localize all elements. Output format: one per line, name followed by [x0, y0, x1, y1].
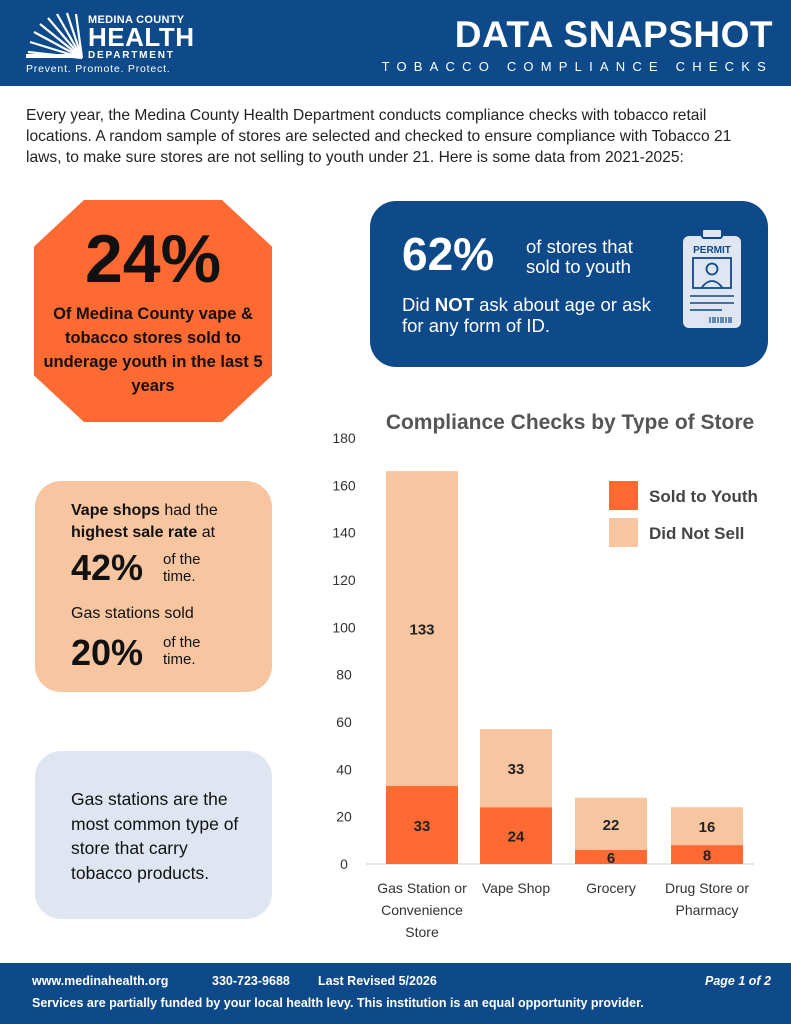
page-title: DATA SNAPSHOT	[454, 14, 773, 55]
logo-county-text: MEDINA COUNTY	[88, 14, 185, 26]
x-category-label: Grocery	[586, 880, 636, 896]
bar-sold-to-youth	[575, 849, 647, 864]
y-tick-label: 100	[332, 619, 356, 635]
bar-did-not-sell	[386, 471, 458, 786]
footer-funding-notice: Services are partially funded by your lo…	[32, 996, 644, 1010]
gas-sale-rate-suffix: of the time.	[163, 634, 201, 668]
bar-data-label: 6	[607, 850, 615, 867]
bar-data-label: 22	[603, 817, 620, 834]
sale-rate-bold-a: Vape shops	[71, 502, 160, 519]
y-tick-label: 160	[332, 477, 356, 493]
bar-did-not-sell	[575, 797, 647, 850]
bar-did-not-sell	[480, 729, 552, 808]
health-department-logo: MEDINA COUNTY HEALTH DEPARTMENT Prevent.…	[26, 12, 206, 76]
page-footer: www.medinahealth.org 330-723-9688 Last R…	[0, 963, 791, 1024]
bar-data-label: 16	[699, 819, 716, 836]
x-category-label: Store	[405, 924, 439, 940]
x-category-label: Convenience	[381, 902, 463, 918]
y-tick-label: 40	[336, 761, 352, 777]
bar-data-label: 33	[508, 761, 525, 778]
stat-octagon-text: Of Medina County vape & tobacco stores s…	[34, 302, 272, 398]
vape-sale-rate-value: 42%	[71, 547, 144, 588]
gas-stations-fact: Gas stations are the most common type of…	[71, 789, 239, 883]
page-header: MEDINA COUNTY HEALTH DEPARTMENT Prevent.…	[0, 0, 791, 86]
stat-octagon-value: 24%	[84, 221, 222, 297]
sale-rate-bold-b: highest sale rate	[71, 524, 198, 541]
bar-data-label: 33	[414, 818, 431, 835]
bar-did-not-sell	[671, 807, 743, 846]
x-category-label: Gas Station or	[377, 880, 467, 896]
sale-rate-intro: Vape shops had the highest sale rate at	[71, 500, 261, 544]
y-tick-label: 60	[336, 714, 352, 730]
gas-sale-rate-value: 20%	[71, 632, 144, 673]
bar-sold-to-youth	[480, 807, 552, 864]
compliance-checks-chart: Compliance Checks by Type of Store 0 20 40 6…	[332, 411, 758, 940]
bar-data-label: 8	[703, 848, 711, 865]
legend-swatch	[609, 481, 638, 510]
y-tick-label: 140	[332, 525, 356, 541]
bar-sold-to-youth	[386, 785, 458, 864]
x-category-label: Vape Shop	[482, 880, 550, 896]
stat-no-id-post: ask about age or ask for any form of ID.	[402, 294, 651, 336]
stat-card-no-id: 62% of stores that sold to youth Did NOT…	[370, 201, 768, 367]
stat-no-id-pre: Did	[402, 294, 435, 315]
stat-no-id-side-text: of stores that sold to youth	[526, 236, 633, 277]
logo-tagline: Prevent. Promote. Protect.	[26, 63, 171, 75]
stat-octagon: 24% Of Medina County vape & tobacco stor…	[34, 200, 272, 422]
permit-card-icon: PERMIT	[681, 229, 743, 330]
stat-octagon-description: Of Medina County vape & tobacco stores s…	[43, 305, 263, 395]
legend-label: Sold to Youth	[649, 487, 758, 506]
footer-website[interactable]: www.medinahealth.org	[32, 974, 169, 988]
y-tick-label: 80	[336, 667, 352, 683]
x-category-label: Drug Store or	[665, 880, 749, 896]
y-tick-label: 120	[332, 572, 356, 588]
sale-rate-mid: had the	[159, 502, 218, 519]
stat-card-gas-stations: Gas stations are the most common type of…	[35, 751, 272, 919]
gas-station-sale-text: Gas stations sold	[71, 605, 194, 622]
footer-page-number: Page 1 of 2	[705, 974, 771, 988]
footer-revised: Last Revised 5/2026	[318, 974, 437, 988]
stat-card-sale-rates: Vape shops had the highest sale rate at …	[35, 481, 272, 692]
sale-rate-end: at	[197, 524, 216, 541]
stat-no-id-value: 62%	[402, 228, 495, 280]
y-tick-label: 0	[340, 856, 348, 872]
bar-sold-to-youth	[671, 845, 743, 864]
sunburst-logo-icon	[26, 12, 84, 60]
y-tick-label: 20	[336, 809, 352, 825]
logo-health-text: HEALTH	[88, 22, 195, 52]
bar-data-label: 24	[508, 829, 525, 846]
legend-swatch	[609, 518, 638, 547]
logo-department-text: DEPARTMENT	[88, 50, 175, 61]
footer-phone: 330-723-9688	[212, 974, 290, 988]
y-tick-label: 180	[332, 430, 356, 446]
x-category-label: Pharmacy	[675, 902, 738, 918]
permit-label: PERMIT	[693, 245, 731, 256]
stat-no-id-bold: NOT	[434, 294, 474, 315]
bar-data-label: 133	[409, 622, 434, 639]
intro-paragraph: Every year, the Medina County Health Dep…	[26, 107, 732, 166]
chart-title: Compliance Checks by Type of Store	[386, 411, 754, 434]
page-subtitle: TOBACCO COMPLIANCE CHECKS	[381, 59, 773, 74]
legend-label: Did Not Sell	[649, 524, 744, 543]
vape-sale-rate-suffix: of the time.	[163, 551, 201, 585]
stat-no-id-description: Did NOT ask about age or ask for any for…	[402, 294, 662, 336]
